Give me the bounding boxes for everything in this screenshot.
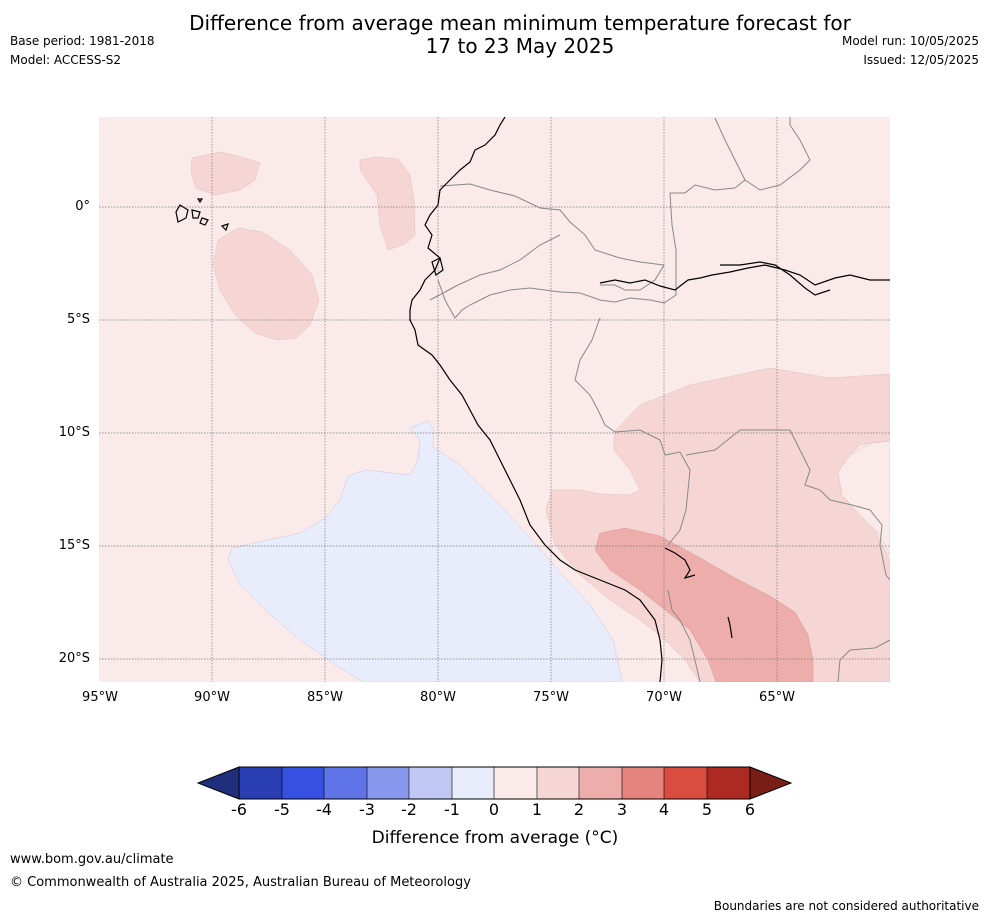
colorbar-tick: 2 (573, 800, 585, 819)
issued-date: Issued: 12/05/2025 (863, 53, 979, 67)
base-period: Base period: 1981-2018 (10, 34, 155, 48)
lighter-region-east (837, 440, 890, 556)
colorbar-high-extension (749, 766, 793, 800)
colorbar-tick: -3 (359, 800, 375, 819)
graticule (99, 117, 890, 682)
coastlines (175, 117, 890, 682)
lat-label-20s: 20°S (58, 651, 90, 666)
lon-label-85w: 85°W (307, 690, 343, 705)
lat-label-0: 0° (75, 199, 90, 214)
warm-patch-galapagos-north (190, 151, 261, 196)
title-line-2: 17 to 23 May 2025 (425, 34, 615, 58)
lat-label-10s: 10°S (58, 425, 90, 440)
colorbar-tick: -4 (316, 800, 332, 819)
meta-left: Base period: 1981-2018 Model: ACCESS-S2 (10, 32, 155, 70)
lon-label-65w: 65°W (759, 690, 795, 705)
warm-patch-galapagos-south (212, 227, 320, 341)
warm-patch-colombia-coast (359, 156, 416, 251)
model-name: Model: ACCESS-S2 (10, 53, 122, 67)
footer-copyright: © Commonwealth of Australia 2025, Austra… (10, 875, 471, 890)
lon-label-90w: 90°W (194, 690, 230, 705)
colorbar-tick: 0 (488, 800, 500, 819)
meta-right: Model run: 10/05/2025 Issued: 12/05/2025 (842, 32, 979, 70)
warm-anomaly-1-2-region (545, 367, 890, 682)
colorbar-tick: 3 (616, 800, 628, 819)
title-line-1: Difference from average mean minimum tem… (189, 11, 851, 35)
lat-label-15s: 15°S (58, 538, 90, 553)
footer-url: www.bom.gov.au/climate (10, 852, 174, 867)
chart-title: Difference from average mean minimum tem… (0, 12, 988, 58)
lat-label-5s: 5°S (66, 312, 90, 327)
footer-note: Boundaries are not considered authoritat… (713, 899, 979, 913)
model-run: Model run: 10/05/2025 (841, 34, 979, 48)
lon-label-70w: 70°W (646, 690, 682, 705)
colorbar-tick: 6 (744, 800, 756, 819)
colorbar-tick: 4 (658, 800, 670, 819)
colorbar (196, 766, 793, 800)
colorbar-tick: -5 (274, 800, 290, 819)
colorbar-tick: -2 (401, 800, 417, 819)
country-borders (429, 117, 890, 682)
colorbar-tick: 1 (531, 800, 543, 819)
cool-anomaly-region (227, 420, 623, 682)
colorbar-tick: -1 (444, 800, 460, 819)
lon-label-80w: 80°W (420, 690, 456, 705)
colorbar-tick: 5 (701, 800, 713, 819)
colorbar-label: Difference from average (°C) (371, 828, 619, 848)
lon-label-75w: 75°W (533, 690, 569, 705)
warm-anomaly-2-3-region (594, 527, 814, 682)
lon-label-95w: 95°W (82, 690, 118, 705)
colorbar-low-extension (196, 766, 240, 800)
colorbar-tick: -6 (231, 800, 247, 819)
